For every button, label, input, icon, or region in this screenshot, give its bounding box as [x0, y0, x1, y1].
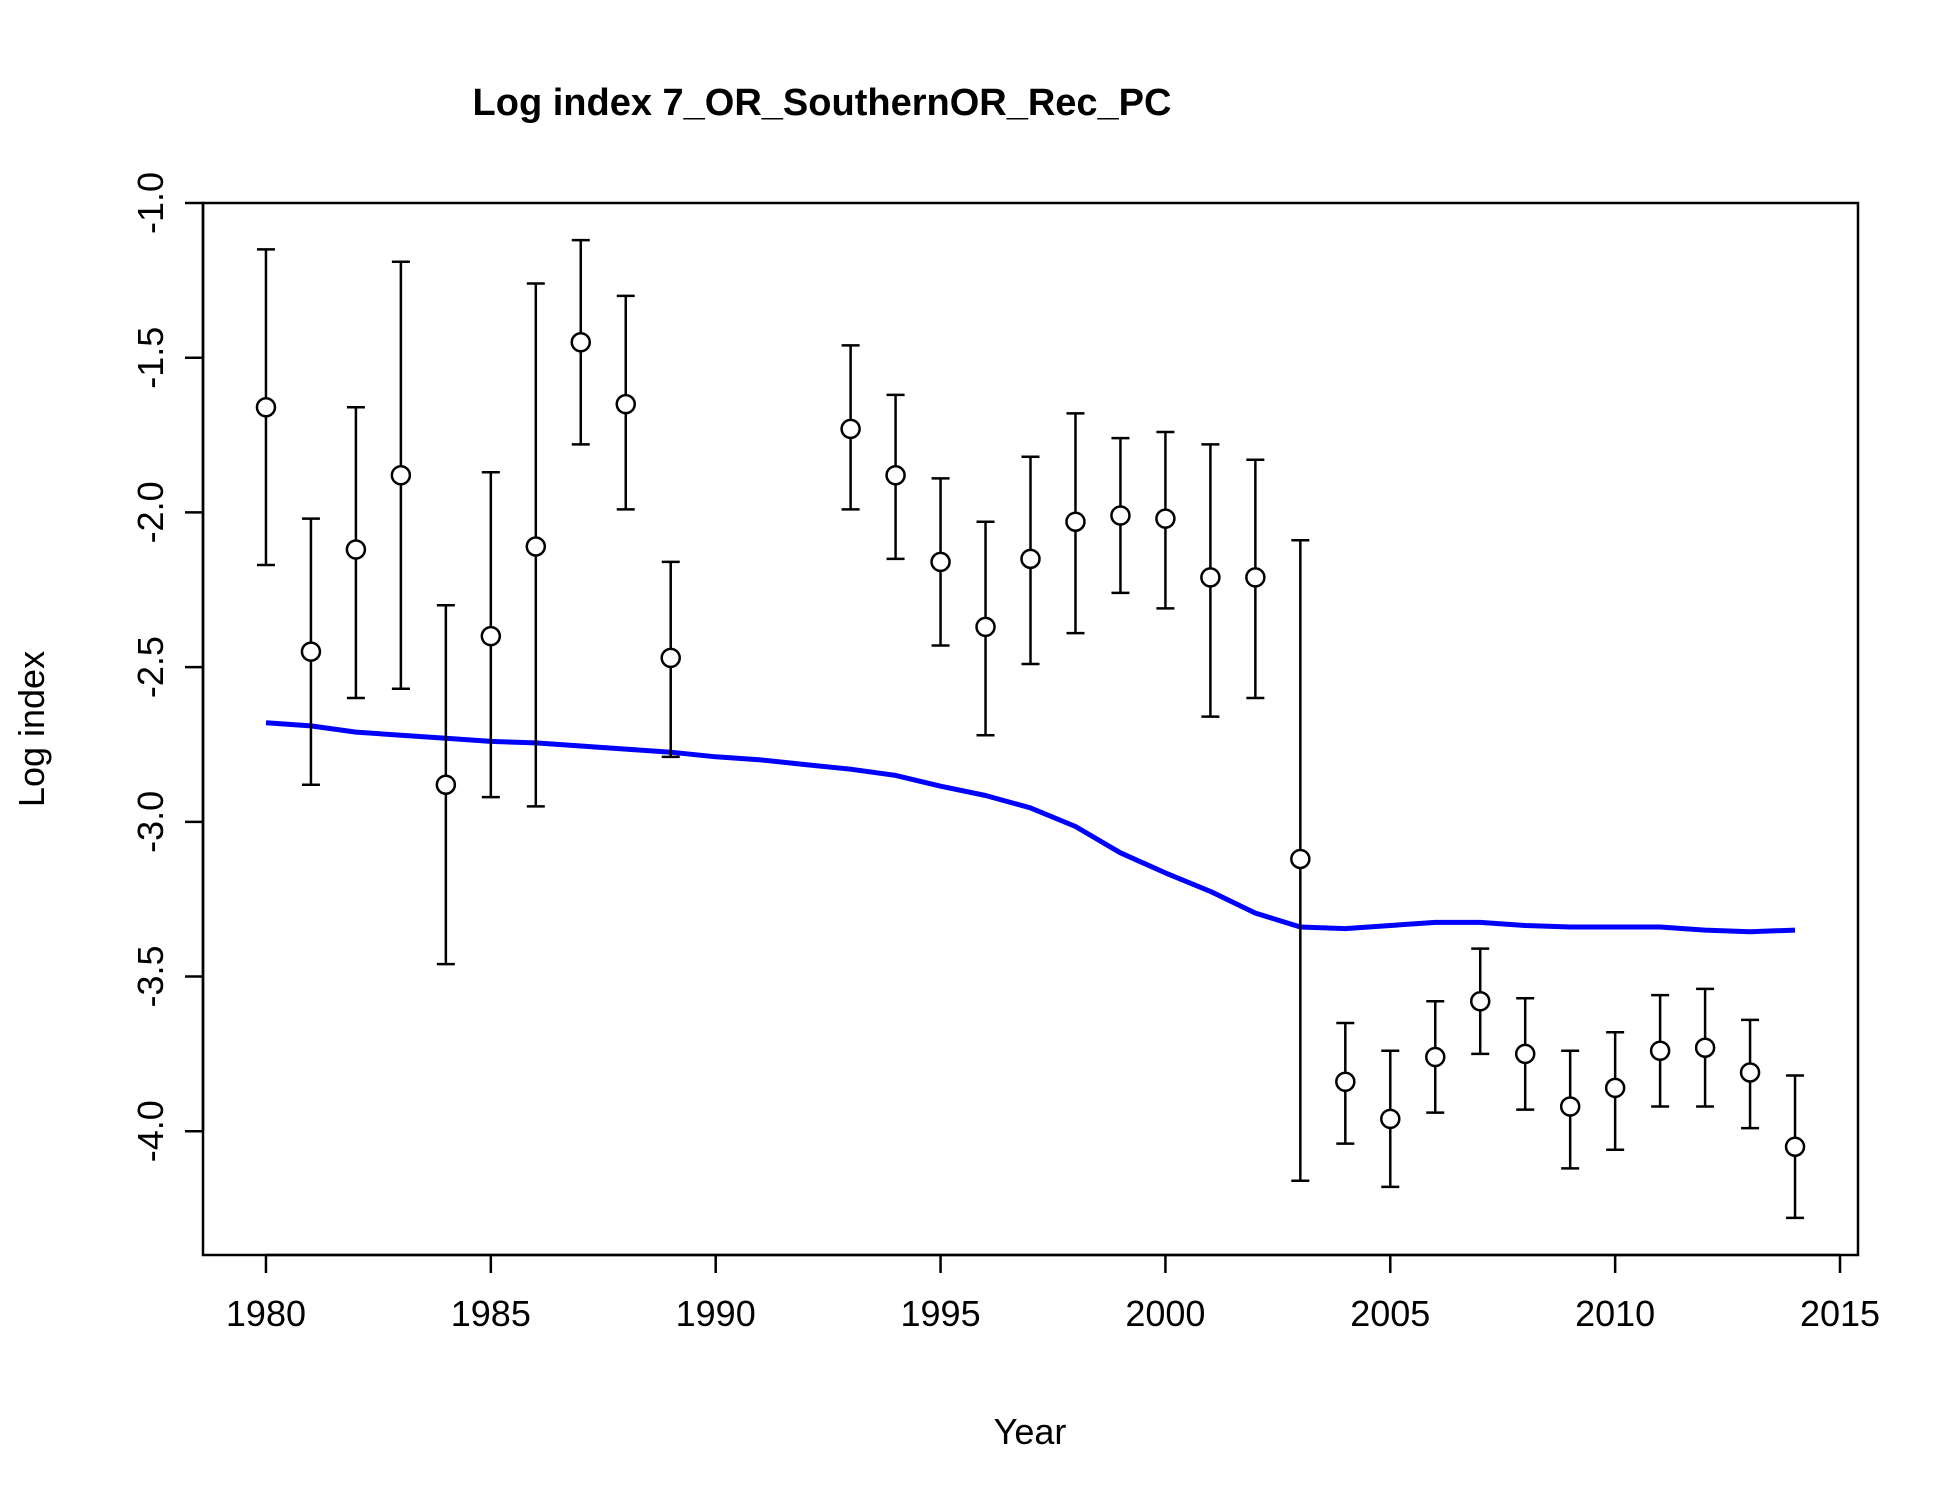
- observed-point: [930, 551, 951, 573]
- observed-point: [1425, 1046, 1446, 1068]
- observed-point: [1290, 848, 1311, 870]
- observed-point: [255, 396, 277, 418]
- observed-point: [1694, 1037, 1716, 1058]
- observed-point: [1604, 1077, 1626, 1099]
- observed-point: [1514, 1043, 1536, 1065]
- observed-point: [390, 465, 412, 486]
- y-tick-label: -3.0: [130, 791, 171, 853]
- observed-point: [975, 616, 996, 638]
- chart-title: Log index 7_OR_SouthernOR_Rec_PC: [473, 82, 1172, 124]
- y-axis-label: Log index: [11, 651, 52, 807]
- observed-point: [1020, 548, 1041, 570]
- expected-series: [265, 720, 1796, 935]
- observed-point: [300, 641, 322, 662]
- x-tick-label: 2000: [1125, 1293, 1205, 1334]
- observed-point: [1559, 1096, 1581, 1117]
- observed-point: [615, 393, 636, 415]
- x-tick-label: 1990: [676, 1293, 756, 1334]
- expected-line: [265, 720, 1796, 935]
- observed-point: [1335, 1071, 1356, 1092]
- observed-point: [1739, 1062, 1761, 1083]
- observed-series: [255, 238, 1806, 1220]
- observed-point: [660, 647, 681, 669]
- observed-point: [1065, 511, 1086, 532]
- observed-point: [1380, 1108, 1401, 1130]
- x-axis-label: Year: [994, 1411, 1067, 1452]
- y-axis: -4.0 -3.5 -3.0 -2.5 -2.0 -1.5 -1.0: [130, 172, 205, 1162]
- x-tick-label: 2015: [1800, 1293, 1880, 1334]
- x-axis: 1980 1985 1990 1995 2000 2005 2010 2015: [226, 1253, 1880, 1334]
- x-tick-label: 2005: [1350, 1293, 1430, 1334]
- y-tick-label: -1.0: [130, 172, 171, 234]
- y-tick-label: -3.5: [130, 946, 171, 1008]
- y-tick-label: -2.0: [130, 481, 171, 543]
- y-tick-label: -4.0: [130, 1100, 171, 1162]
- observed-point: [525, 536, 547, 557]
- observed-point: [570, 331, 592, 353]
- observed-point: [1200, 567, 1221, 588]
- observed-point: [1245, 567, 1266, 588]
- observed-point: [480, 625, 502, 647]
- x-tick-label: 1985: [451, 1293, 531, 1334]
- plot-frame: [201, 201, 1860, 1257]
- x-tick-label: 1995: [901, 1293, 981, 1334]
- observed-point: [435, 774, 457, 795]
- observed-point: [1155, 508, 1176, 529]
- observed-point: [1649, 1040, 1671, 1062]
- observed-point: [885, 465, 906, 486]
- x-tick-label: 1980: [226, 1293, 306, 1334]
- observed-point: [1110, 505, 1131, 526]
- observed-point: [1784, 1136, 1806, 1157]
- x-tick-label: 2010: [1575, 1293, 1655, 1334]
- observed-point: [345, 539, 367, 560]
- observed-point: [1469, 991, 1491, 1012]
- y-tick-label: -1.5: [130, 327, 171, 389]
- observed-point: [840, 418, 861, 440]
- y-tick-label: -2.5: [130, 636, 171, 698]
